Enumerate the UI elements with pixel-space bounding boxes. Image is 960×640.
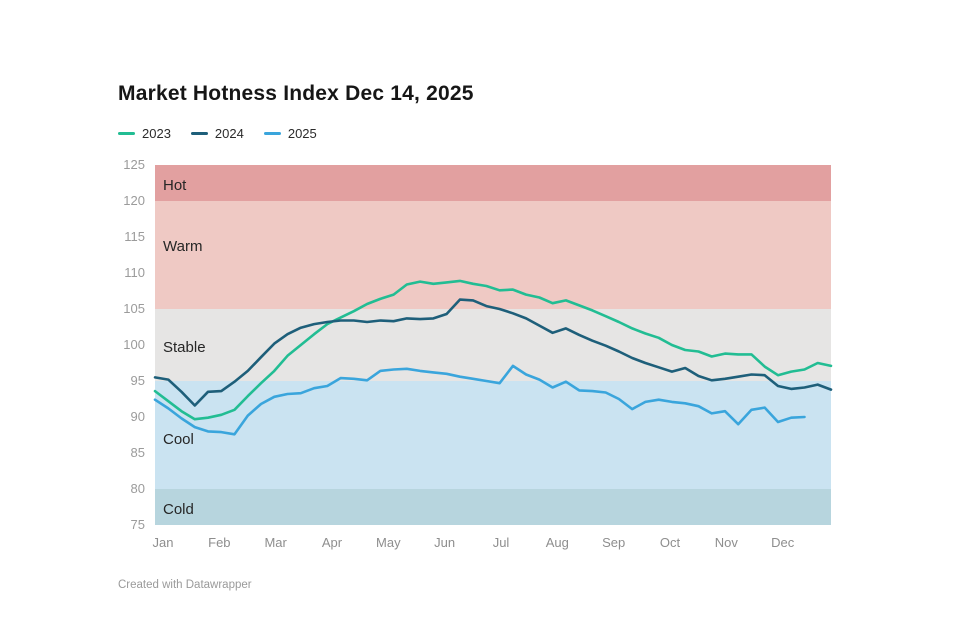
x-tick-label: May bbox=[376, 535, 401, 550]
y-axis: 125 120 115 110 105 100 95 90 85 80 75 bbox=[0, 157, 150, 532]
legend-item-2023: 2023 bbox=[118, 126, 171, 141]
x-tick-label: Jul bbox=[492, 535, 510, 550]
band-label-stable: Stable bbox=[163, 339, 206, 356]
x-tick-label: Jan bbox=[152, 535, 174, 550]
y-tick-label: 105 bbox=[123, 301, 145, 316]
line-series-layer bbox=[153, 279, 833, 436]
plot-area: Hot Warm Stable Cool Cold bbox=[153, 165, 833, 525]
legend-swatch-icon bbox=[263, 132, 281, 135]
legend-item-2025: 2025 bbox=[263, 126, 317, 141]
y-tick-label: 100 bbox=[123, 337, 145, 352]
x-tick-label: Aug bbox=[545, 535, 569, 550]
y-tick-label: 115 bbox=[124, 229, 145, 244]
x-tick-label: Sep bbox=[602, 535, 626, 550]
legend-label: 2024 bbox=[214, 126, 244, 141]
y-tick-label: 110 bbox=[124, 265, 145, 280]
legend-label: 2023 bbox=[142, 126, 171, 141]
x-tick-label: Dec bbox=[771, 535, 795, 550]
x-axis: Jan Feb Mar Apr May Jun Jul Aug Sep Oct Nov Dec bbox=[152, 535, 831, 555]
band-warm: Warm bbox=[155, 201, 831, 309]
line-series-2023 bbox=[153, 279, 833, 421]
legend-swatch-icon bbox=[190, 132, 208, 135]
y-tick-label: 75 bbox=[130, 517, 145, 532]
band-stable: Stable bbox=[155, 309, 831, 381]
y-tick-label: 120 bbox=[123, 193, 145, 208]
band-hot: Hot bbox=[155, 165, 831, 201]
x-tick-label: Feb bbox=[208, 535, 231, 550]
legend-swatch-icon bbox=[118, 132, 135, 135]
band-label-cold: Cold bbox=[163, 501, 194, 518]
y-tick-label: 80 bbox=[130, 481, 145, 496]
y-tick-label: 125 bbox=[123, 157, 145, 172]
line-series-2025 bbox=[153, 364, 806, 436]
x-tick-label: Oct bbox=[659, 535, 681, 550]
x-tick-label: Nov bbox=[714, 535, 738, 550]
y-tick-label: 85 bbox=[130, 445, 145, 460]
legend-item-2024: 2024 bbox=[190, 126, 244, 141]
y-tick-label: 95 bbox=[130, 373, 145, 388]
band-cold: Cold bbox=[155, 489, 831, 525]
chart-title: Market Hotness Index Dec 14, 2025 bbox=[118, 82, 474, 105]
y-tick-label: 90 bbox=[130, 409, 145, 424]
x-tick-label: Mar bbox=[264, 535, 287, 550]
legend-label: 2025 bbox=[287, 126, 317, 141]
x-tick-label: Apr bbox=[321, 535, 343, 550]
legend: 2023 2024 2025 bbox=[118, 126, 317, 141]
band-label-hot: Hot bbox=[163, 177, 187, 194]
band-label-warm: Warm bbox=[163, 238, 203, 255]
band-label-cool: Cool bbox=[163, 431, 194, 448]
datawrapper-credit: Created with Datawrapper bbox=[118, 579, 252, 591]
x-tick-label: Jun bbox=[434, 535, 456, 550]
line-series-2024 bbox=[153, 298, 833, 407]
